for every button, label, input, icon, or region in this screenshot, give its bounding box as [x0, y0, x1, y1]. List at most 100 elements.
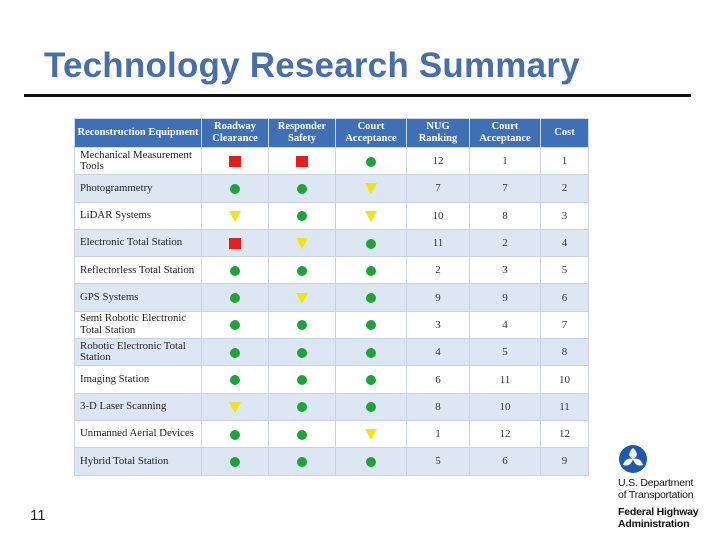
summary-table: Reconstruction Equipment Roadway Clearan…	[74, 118, 589, 476]
green-circle-icon	[366, 156, 376, 167]
equipment-name-cell: Semi Robotic Electronic Total Station	[74, 310, 202, 340]
court-rank-cell: 9	[469, 283, 541, 312]
green-circle-icon	[230, 374, 240, 385]
roadway-rating-cell	[201, 174, 269, 203]
roadway-rating-cell	[201, 447, 269, 476]
safety-rating-cell	[268, 338, 336, 367]
safety-rating-cell	[268, 365, 336, 394]
red-square-icon	[296, 156, 308, 168]
nug-cell: 11	[406, 228, 470, 258]
green-circle-icon	[230, 429, 240, 440]
cost-cell: 12	[540, 419, 589, 449]
court-rank-cell: 12	[469, 419, 541, 449]
yellow-triangle-icon	[296, 292, 308, 304]
equipment-name-cell: Mechanical Measurement Tools	[74, 146, 202, 176]
court-rating-cell	[335, 283, 407, 312]
safety-rating-cell	[268, 419, 336, 449]
safety-rating-cell	[268, 392, 336, 421]
court-rating-cell	[335, 256, 407, 285]
safety-rating-cell	[268, 201, 336, 230]
header-cell: Court Acceptance	[335, 118, 407, 148]
header-cell: Court Acceptance	[469, 118, 541, 148]
red-square-icon	[229, 156, 241, 168]
nug-cell: 10	[406, 201, 470, 230]
page-number: 11	[30, 507, 46, 524]
safety-rating-cell	[268, 174, 336, 203]
header-cell: Responder Safety	[268, 118, 336, 148]
equipment-name-cell: Unmanned Aerial Devices	[74, 419, 202, 449]
court-rating-cell	[335, 338, 407, 367]
court-rank-cell: 4	[469, 310, 541, 340]
green-circle-icon	[366, 374, 376, 385]
yellow-triangle-icon	[365, 210, 377, 222]
yellow-triangle-icon	[296, 238, 308, 249]
title-divider	[24, 94, 691, 97]
court-rating-cell	[335, 392, 407, 421]
court-rank-cell: 3	[469, 256, 541, 285]
roadway-rating-cell	[201, 146, 269, 176]
green-circle-icon	[297, 211, 307, 222]
cost-cell: 3	[540, 201, 589, 230]
court-rating-cell	[335, 447, 407, 476]
cost-cell: 10	[540, 365, 589, 394]
court-rank-cell: 6	[469, 447, 541, 476]
header-cell: Roadway Clearance	[201, 118, 269, 148]
equipment-name-cell: Imaging Station	[74, 365, 202, 394]
cost-cell: 11	[540, 392, 589, 421]
equipment-name-cell: LiDAR Systems	[74, 201, 202, 230]
court-rating-cell	[335, 365, 407, 394]
nug-cell: 6	[406, 365, 470, 394]
table-row: Photogrammetry 7 7 2	[74, 174, 589, 203]
table-body: Mechanical Measurement Tools 12 1 1 Photogra…	[74, 146, 589, 476]
table-row: Imaging Station 6 11 10	[74, 365, 589, 394]
safety-rating-cell	[268, 283, 336, 312]
cost-cell: 8	[540, 338, 589, 367]
green-circle-icon	[297, 347, 307, 358]
cost-cell: 5	[540, 256, 589, 285]
green-circle-icon	[366, 347, 376, 358]
cost-cell: 7	[540, 310, 589, 340]
nug-cell: 2	[406, 256, 470, 285]
green-circle-icon	[230, 265, 240, 276]
table-row: GPS Systems 9 9 6	[74, 283, 589, 312]
green-circle-icon	[230, 293, 240, 304]
yellow-triangle-icon	[365, 183, 377, 195]
usdot-fhwa-logo: U.S. Department of Transportation Federa…	[614, 440, 706, 536]
green-circle-icon	[366, 238, 376, 249]
court-rating-cell	[335, 228, 407, 258]
roadway-rating-cell	[201, 392, 269, 421]
court-rating-cell	[335, 201, 407, 230]
table-row: Unmanned Aerial Devices 1 12 12	[74, 419, 589, 449]
green-circle-icon	[230, 183, 240, 194]
cost-cell: 4	[540, 228, 589, 258]
green-circle-icon	[366, 402, 376, 413]
table-row: 3-D Laser Scanning 8 10 11	[74, 392, 589, 421]
green-circle-icon	[297, 183, 307, 194]
court-rank-cell: 11	[469, 365, 541, 394]
table-row: Mechanical Measurement Tools 12 1 1	[74, 146, 589, 176]
court-rating-cell	[335, 310, 407, 340]
roadway-rating-cell	[201, 283, 269, 312]
cost-cell: 9	[540, 447, 589, 476]
nug-cell: 7	[406, 174, 470, 203]
safety-rating-cell	[268, 447, 336, 476]
court-rank-cell: 2	[469, 228, 541, 258]
cost-cell: 2	[540, 174, 589, 203]
logo-text-line: Federal Highway	[618, 506, 699, 518]
court-rating-cell	[335, 146, 407, 176]
court-rank-cell: 1	[469, 146, 541, 176]
equipment-name-cell: 3-D Laser Scanning	[74, 392, 202, 421]
court-rank-cell: 8	[469, 201, 541, 230]
table-row: Electronic Total Station 11 2 4	[74, 228, 589, 258]
roadway-rating-cell	[201, 310, 269, 340]
equipment-name-cell: Electronic Total Station	[74, 228, 202, 258]
nug-cell: 8	[406, 392, 470, 421]
green-circle-icon	[297, 320, 307, 331]
court-rating-cell	[335, 419, 407, 449]
table-row: Hybrid Total Station 5 6 9	[74, 447, 589, 476]
table-row: LiDAR Systems 10 8 3	[74, 201, 589, 230]
roadway-rating-cell	[201, 419, 269, 449]
yellow-triangle-icon	[229, 401, 241, 413]
green-circle-icon	[366, 320, 376, 331]
nug-cell: 12	[406, 146, 470, 176]
